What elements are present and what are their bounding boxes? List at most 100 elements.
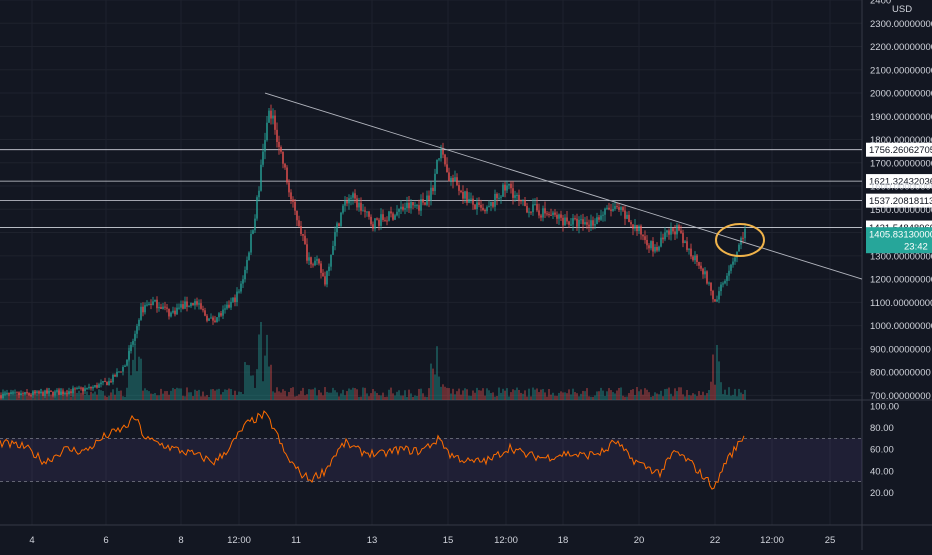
candle-body[interactable]	[222, 309, 224, 316]
candle-body[interactable]	[336, 223, 338, 233]
candle-body[interactable]	[642, 234, 644, 237]
candle-body[interactable]	[510, 183, 512, 189]
candle-body[interactable]	[428, 195, 430, 201]
candle-body[interactable]	[46, 390, 48, 394]
candle-body[interactable]	[626, 214, 628, 219]
candle-body[interactable]	[366, 211, 368, 213]
candle-body[interactable]	[230, 301, 232, 308]
candle-body[interactable]	[224, 308, 226, 310]
candle-body[interactable]	[688, 248, 690, 250]
candle-body[interactable]	[580, 219, 582, 221]
candle-body[interactable]	[622, 207, 624, 211]
candle-body[interactable]	[458, 185, 460, 191]
candle-body[interactable]	[258, 190, 260, 198]
candle-body[interactable]	[166, 307, 168, 309]
candle-body[interactable]	[528, 211, 530, 213]
candle-body[interactable]	[392, 213, 394, 220]
candle-body[interactable]	[454, 177, 456, 182]
candle-body[interactable]	[344, 200, 346, 206]
candle-body[interactable]	[390, 211, 392, 214]
candle-body[interactable]	[314, 260, 316, 266]
horizontal-levels[interactable]: 1756.260627051621.324320361537.208181131…	[0, 142, 932, 235]
candle-body[interactable]	[416, 205, 418, 207]
candle-body[interactable]	[524, 200, 526, 207]
candle-body[interactable]	[516, 194, 518, 196]
candle-body[interactable]	[92, 386, 94, 389]
candle-body[interactable]	[332, 245, 334, 255]
candle-body[interactable]	[488, 205, 490, 207]
candle-body[interactable]	[738, 244, 740, 252]
candle-body[interactable]	[20, 393, 22, 396]
candle-body[interactable]	[86, 387, 88, 389]
candle-body[interactable]	[456, 177, 458, 186]
candle-body[interactable]	[376, 218, 378, 220]
candle-body[interactable]	[316, 259, 318, 261]
candle-body[interactable]	[582, 219, 584, 225]
candle-body[interactable]	[704, 271, 706, 275]
candle-body[interactable]	[648, 245, 650, 249]
candle-body[interactable]	[686, 241, 688, 250]
candle-body[interactable]	[726, 275, 728, 281]
candle-body[interactable]	[538, 210, 540, 216]
candle-body[interactable]	[268, 110, 270, 123]
candle-body[interactable]	[724, 280, 726, 284]
candle-body[interactable]	[292, 199, 294, 202]
candle-body[interactable]	[700, 265, 702, 269]
candle-body[interactable]	[0, 395, 2, 399]
candle-body[interactable]	[484, 209, 486, 212]
candle-body[interactable]	[26, 392, 28, 394]
candle-body[interactable]	[364, 210, 366, 212]
candle-body[interactable]	[466, 191, 468, 203]
candle-body[interactable]	[640, 225, 642, 235]
candle-body[interactable]	[210, 317, 212, 319]
candle-body[interactable]	[346, 200, 348, 204]
candle-body[interactable]	[386, 220, 388, 222]
candle-body[interactable]	[662, 237, 664, 240]
candle-body[interactable]	[656, 246, 658, 251]
candle-body[interactable]	[328, 266, 330, 272]
candle-body[interactable]	[62, 391, 64, 394]
candle-body[interactable]	[214, 320, 216, 322]
trendline-segment[interactable]	[264, 92, 863, 280]
candle-body[interactable]	[450, 177, 452, 182]
candle-body[interactable]	[42, 391, 44, 396]
candle-body[interactable]	[496, 193, 498, 199]
candle-body[interactable]	[396, 211, 398, 216]
candle-body[interactable]	[144, 305, 146, 313]
candle-body[interactable]	[148, 303, 150, 305]
candle-body[interactable]	[660, 237, 662, 247]
candle-body[interactable]	[522, 200, 524, 202]
candle-body[interactable]	[60, 391, 62, 395]
candle-body[interactable]	[150, 303, 152, 305]
candle-body[interactable]	[240, 283, 242, 292]
candle-body[interactable]	[554, 212, 556, 215]
candle-body[interactable]	[596, 217, 598, 225]
candle-body[interactable]	[394, 215, 396, 220]
candle-body[interactable]	[706, 271, 708, 284]
candle-body[interactable]	[708, 282, 710, 284]
annotation-circle[interactable]	[715, 223, 765, 257]
candle-body[interactable]	[6, 393, 8, 395]
candle-body[interactable]	[526, 206, 528, 213]
candle-body[interactable]	[646, 239, 648, 246]
candle-body[interactable]	[546, 213, 548, 215]
candle-body[interactable]	[270, 110, 272, 119]
candle-body[interactable]	[124, 365, 126, 367]
candle-body[interactable]	[326, 271, 328, 285]
candle-body[interactable]	[308, 257, 310, 261]
candle-body[interactable]	[410, 201, 412, 209]
candle-body[interactable]	[472, 198, 474, 205]
candle-body[interactable]	[54, 391, 56, 396]
candle-body[interactable]	[264, 140, 266, 152]
candle-body[interactable]	[672, 228, 674, 232]
candle-body[interactable]	[108, 381, 110, 386]
candle-body[interactable]	[12, 392, 14, 394]
candle-body[interactable]	[412, 201, 414, 206]
candle-body[interactable]	[514, 195, 516, 198]
candle-body[interactable]	[76, 387, 78, 389]
candle-body[interactable]	[628, 214, 630, 223]
candle-body[interactable]	[140, 306, 142, 320]
candle-body[interactable]	[556, 214, 558, 219]
